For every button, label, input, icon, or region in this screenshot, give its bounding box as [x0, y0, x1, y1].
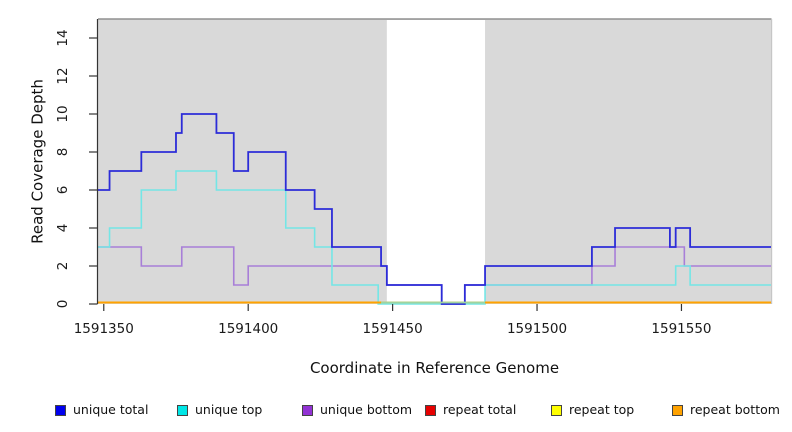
series-unique-total-line — [98, 113, 771, 305]
series-unique-top-line — [98, 170, 771, 305]
legend-item-repeat-top: repeat top — [551, 400, 635, 417]
x-tick-label: 1591400 — [218, 321, 279, 337]
x-axis-title: Coordinate in Reference Genome — [309, 359, 560, 377]
x-tick-label: 1591500 — [506, 321, 568, 337]
y-tick-label: 6 — [55, 185, 71, 195]
y-tick-label: 4 — [55, 223, 71, 233]
y-tick-label: 10 — [55, 105, 71, 123]
legend-label: unique bottom — [320, 402, 413, 417]
legend-label: repeat total — [443, 402, 517, 417]
x-tick-label: 1591350 — [73, 321, 134, 337]
y-tick-label: 8 — [55, 147, 71, 157]
legend-label: unique total — [73, 402, 149, 417]
y-tick-label: 12 — [55, 67, 71, 85]
legend-item-unique-bottom: unique bottom — [302, 400, 413, 417]
legend-label: unique top — [195, 402, 263, 417]
y-axis-title: Read Coverage Depth — [28, 79, 47, 244]
unique-total-swatch-icon — [55, 405, 66, 416]
legend-label: repeat bottom — [690, 402, 780, 417]
unique-top-swatch-icon — [177, 405, 188, 416]
legend-item-repeat-total: repeat total — [425, 400, 517, 417]
y-tick-label: 2 — [55, 261, 71, 271]
x-tick-label: 1591550 — [651, 321, 712, 337]
masked-region — [386, 20, 486, 304]
y-tick-label: 0 — [55, 299, 71, 309]
legend-item-repeat-bottom: repeat bottom — [672, 400, 780, 417]
repeat-bottom-swatch-icon — [672, 405, 683, 416]
legend-item-unique-total: unique total — [55, 400, 149, 417]
legend-label: repeat top — [569, 402, 635, 417]
unique-bottom-swatch-icon — [302, 405, 313, 416]
repeat-total-swatch-icon — [425, 405, 436, 416]
x-tick-label: 1591450 — [362, 321, 423, 337]
repeat-top-swatch-icon — [551, 405, 562, 416]
legend-item-unique-top: unique top — [177, 400, 263, 417]
y-tick-label: 14 — [55, 29, 71, 47]
